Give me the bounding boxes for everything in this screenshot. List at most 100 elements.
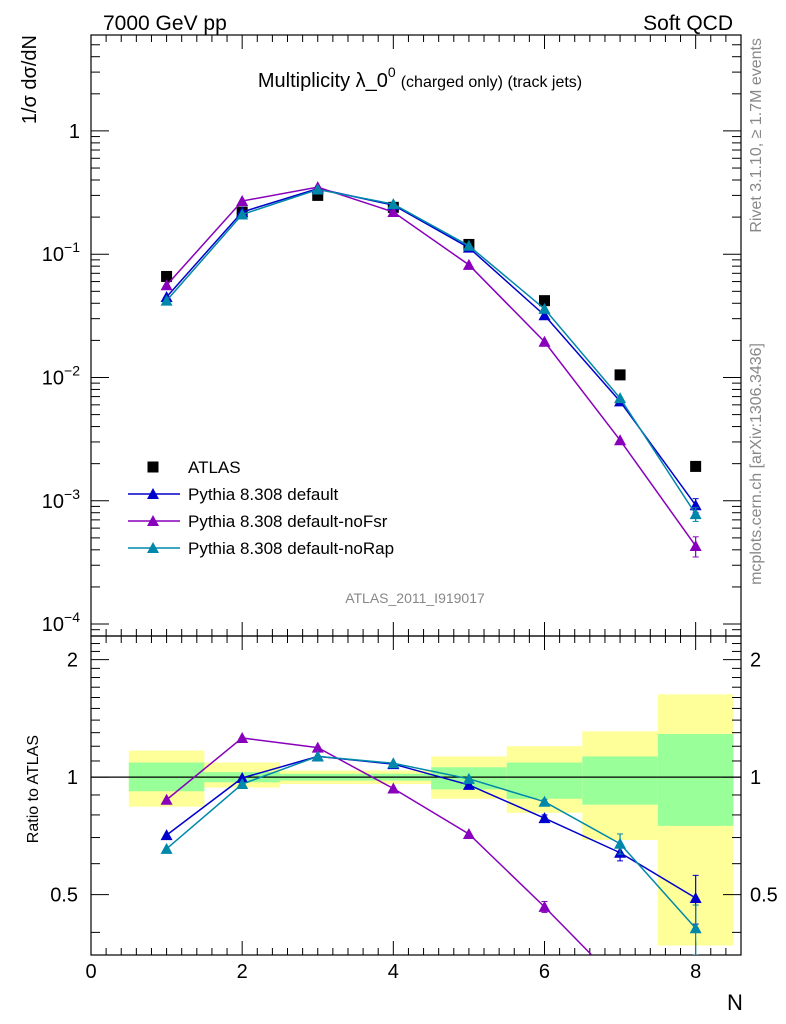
ratio-ytick-label-right: 2 (750, 650, 761, 672)
ratio-point (160, 829, 173, 841)
data-point (690, 460, 702, 472)
ratio-point (160, 842, 173, 854)
rivet-label: Rivet 3.1.10, ≥ 1.7M events (748, 38, 765, 233)
main-title-small: (charged only) (track jets) (401, 74, 582, 91)
data-point (236, 208, 249, 220)
series-line (166, 187, 697, 506)
ratio-point (462, 827, 475, 839)
ratio-point (311, 741, 324, 753)
ratio-point (236, 771, 249, 783)
header-right: Soft QCD (643, 12, 733, 35)
main-ytick-label: 10−4 (42, 609, 80, 636)
ratio-point (236, 731, 249, 743)
ratio-series-1 (160, 731, 626, 989)
data-point (462, 239, 475, 251)
ratio-xtick-label: 0 (85, 961, 96, 983)
ratio-point (538, 900, 551, 912)
ratio-line (166, 737, 593, 955)
ratio-line (166, 755, 697, 899)
main-title-sup: 0 (388, 64, 396, 80)
band-green-7 (657, 733, 734, 826)
band-green-5 (506, 762, 583, 799)
ratio-series (160, 731, 702, 989)
main-ytick-label: 10−1 (42, 239, 80, 266)
legend-label: Pythia 8.308 default (188, 485, 339, 504)
main-ylabel: 1/σ dσ/dN (19, 35, 41, 124)
data-point (614, 392, 627, 404)
ratio-ytick-label: 0.5 (50, 885, 78, 907)
legend-marker (147, 542, 159, 553)
data-point (614, 434, 627, 446)
ratio-point (689, 922, 702, 934)
ratio-panel: 0 2 4 6 8 0.5 0.5 1 1 2 2 (50, 635, 778, 989)
ratio-frame (90, 635, 742, 956)
ratio-point (311, 750, 324, 762)
ratio-ylabel: Ratio to ATLAS (25, 735, 42, 843)
main-ytick-label: 1 (69, 121, 80, 143)
series-1 (160, 182, 702, 514)
ratio-series-2 (160, 750, 702, 955)
main-ytick-label: 10−2 (42, 362, 80, 389)
legend-label: Pythia 8.308 default-noFsr (188, 512, 388, 531)
ratio-xtick-label: 2 (237, 961, 248, 983)
watermark: ATLAS_2011_I919017 (345, 590, 485, 606)
data-point (538, 302, 551, 314)
legend: ATLAS Pythia 8.308 default Pythia 8.308 de… (128, 458, 394, 558)
ratio-point (462, 772, 475, 784)
legend-marker (147, 461, 159, 473)
ratio-point (538, 812, 551, 824)
data-point (538, 295, 550, 307)
ratio-point (689, 891, 702, 903)
ratio-ytick-label: 2 (67, 650, 78, 672)
ratio-point (614, 837, 627, 849)
data-point (462, 258, 475, 270)
data-point (387, 198, 400, 210)
band-green-6 (582, 756, 658, 805)
ratio-point (462, 778, 475, 790)
main-title: Multiplicity λ_00 (charged only) (track j… (258, 64, 582, 92)
ratio-point (387, 782, 400, 794)
ratio-ytick-label-right: 0.5 (750, 885, 778, 907)
data-point (538, 309, 551, 321)
ratio-xlabel: N (727, 990, 743, 1015)
data-point (312, 189, 324, 201)
data-point (161, 270, 173, 282)
main-ytick-label: 10−3 (42, 486, 80, 513)
ratio-point (160, 793, 173, 805)
data-point (387, 205, 400, 217)
legend-marker (147, 515, 159, 526)
ratio-ytick-label-right: 1 (750, 767, 761, 789)
series-line (166, 186, 697, 547)
data-point (689, 508, 702, 520)
series-3 (160, 183, 702, 522)
ratio-xtick-label: 4 (388, 961, 399, 983)
ratio-ytick-label: 1 (67, 767, 78, 789)
data-point (160, 279, 173, 291)
legend-marker (147, 488, 159, 499)
ratio-point (538, 795, 551, 807)
ratio-xtick-label: 6 (539, 961, 550, 983)
series-line (166, 188, 697, 515)
ratio-point (236, 778, 249, 790)
series-2 (160, 181, 702, 558)
ratio-line (166, 755, 697, 929)
header-left: 7000 GeV pp (103, 12, 227, 35)
series-0 (161, 189, 702, 472)
data-point (160, 294, 173, 306)
data-point (689, 539, 702, 551)
data-point (236, 195, 249, 207)
legend-label: Pythia 8.308 default-noRap (188, 539, 394, 558)
mcplots-label: mcplots.cern.ch [arXiv:1306.3436] (748, 343, 765, 585)
data-point (614, 369, 626, 381)
data-point (311, 183, 324, 195)
ratio-bands (128, 694, 734, 946)
ratio-point (387, 757, 400, 769)
main-title-text: Multiplicity λ_0 (258, 70, 388, 92)
ratio-point (614, 978, 626, 989)
main-series (160, 181, 702, 558)
ratio-xtick-label: 8 (690, 961, 701, 983)
main-panel: 10−4 10−3 10−2 10−1 1 (42, 34, 742, 637)
legend-label: ATLAS (188, 458, 241, 477)
data-point (538, 335, 551, 347)
